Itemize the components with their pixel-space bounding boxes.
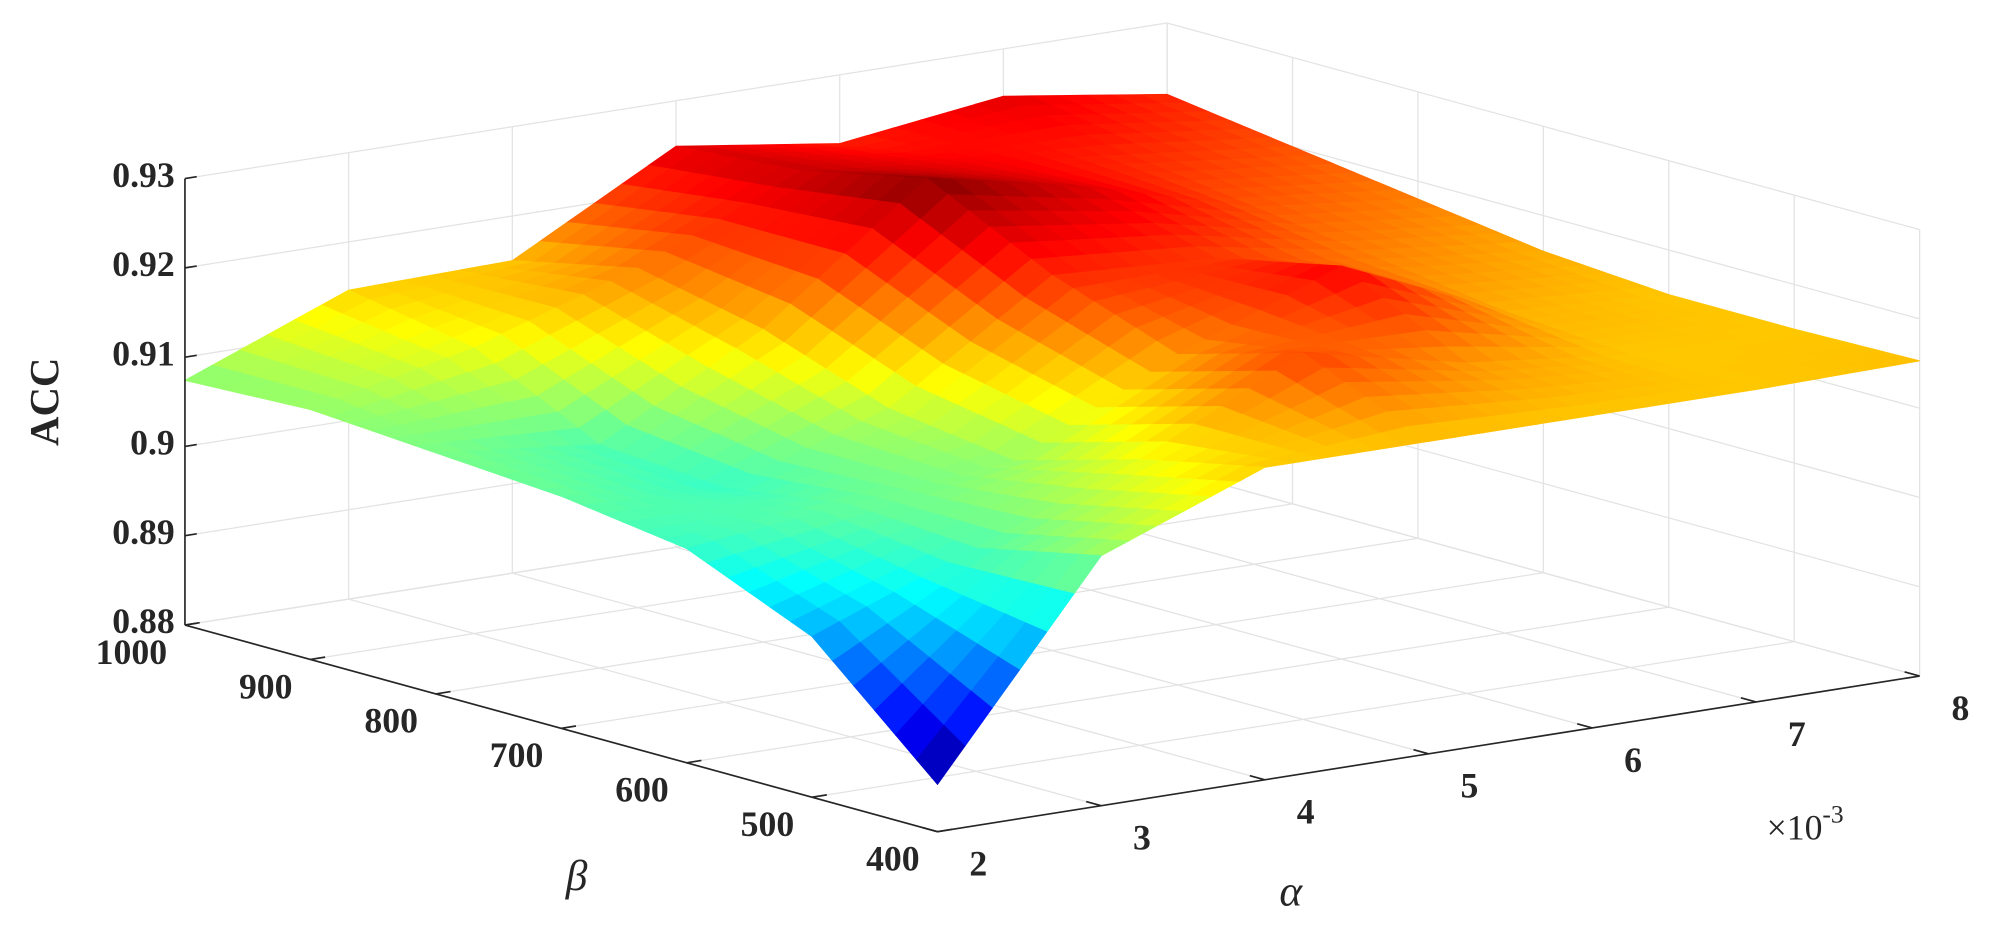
y-tick-label: 900	[239, 666, 293, 706]
y-tick	[310, 656, 326, 661]
grid-line	[184, 22, 1168, 180]
z-tick	[184, 175, 197, 180]
y-axis-label: β	[565, 852, 588, 900]
multiplier-exponent: -3	[1822, 799, 1843, 828]
x-tick-label: 6	[1624, 740, 1642, 780]
z-tick-label: 0.92	[112, 244, 174, 284]
y-tick-label: 800	[364, 701, 418, 741]
grid-line	[1166, 22, 1920, 231]
y-tick-label: 600	[615, 770, 669, 810]
z-tick	[184, 354, 197, 358]
z-axis-label: ACC	[22, 358, 67, 446]
x-tick	[922, 826, 938, 833]
grid-line	[811, 640, 1795, 798]
y-tick-label: 1000	[96, 632, 167, 672]
x-tick	[1413, 748, 1429, 755]
y-tick	[435, 690, 451, 695]
z-tick-label: 0.93	[112, 155, 174, 195]
x-tick-label: 3	[1133, 818, 1151, 858]
surface-patch	[915, 724, 966, 786]
grid-line	[561, 572, 1544, 729]
y-tick-label: 400	[866, 838, 920, 878]
y-tick	[686, 759, 702, 764]
x-tick	[1904, 671, 1920, 677]
y-tick-label: 700	[490, 735, 544, 775]
x-tick-label: 4	[1297, 792, 1315, 832]
x-axis-label: α	[1279, 867, 1303, 915]
y-tick-label: 500	[741, 804, 795, 844]
z-tick-label: 0.91	[112, 333, 174, 373]
surface	[183, 93, 1920, 786]
z-tick	[184, 265, 197, 269]
x-tick	[1249, 774, 1266, 781]
z-tick-label: 0.88	[112, 601, 174, 641]
z-tick	[184, 622, 197, 626]
y-axis-line	[184, 624, 938, 833]
z-tick	[184, 533, 197, 537]
z-tick-label: 0.89	[112, 512, 174, 552]
y-tick	[811, 794, 827, 799]
grid-line	[1166, 468, 1920, 677]
y-tick	[937, 828, 953, 833]
multiplier-base: ×10	[1767, 808, 1823, 848]
x-tick-label: 7	[1788, 714, 1806, 754]
x-multiplier: ×10-3	[1767, 799, 1844, 848]
x-tick-label: 2	[969, 844, 987, 884]
grid-line	[686, 606, 1669, 764]
z-tick-label: 0.9	[130, 423, 175, 463]
x-tick	[1740, 697, 1757, 703]
x-tick-label: 8	[1952, 688, 1970, 728]
x-tick	[1085, 800, 1102, 807]
z-tick	[184, 443, 197, 448]
x-tick	[1576, 722, 1593, 729]
y-tick	[561, 725, 577, 730]
x-tick-label: 5	[1460, 766, 1478, 806]
